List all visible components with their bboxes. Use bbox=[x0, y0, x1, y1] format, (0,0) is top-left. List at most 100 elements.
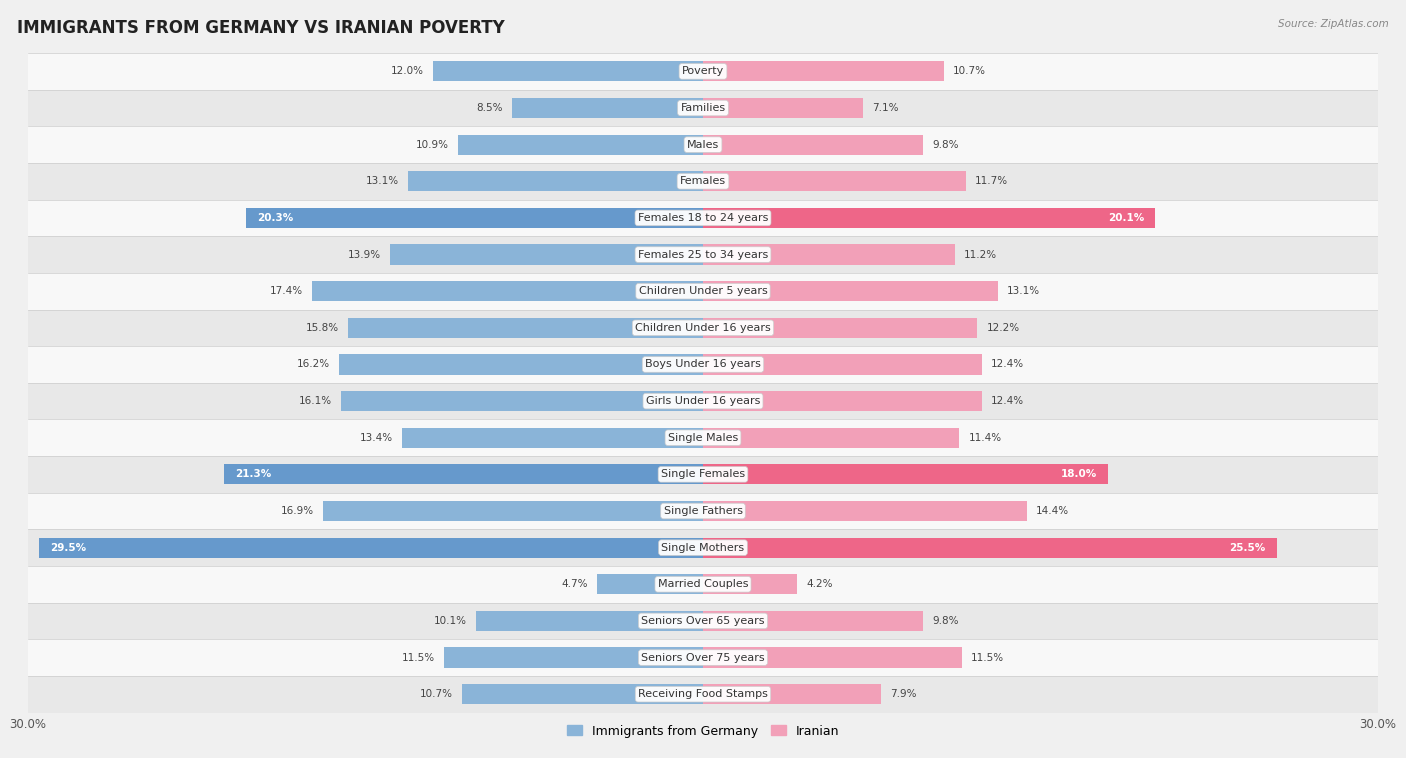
Bar bbox=[703, 611, 924, 631]
Text: 11.2%: 11.2% bbox=[965, 249, 997, 259]
Text: 8.5%: 8.5% bbox=[477, 103, 503, 113]
Bar bbox=[703, 61, 943, 81]
Bar bbox=[28, 419, 1378, 456]
Text: 7.1%: 7.1% bbox=[872, 103, 898, 113]
Text: Families: Families bbox=[681, 103, 725, 113]
Text: 9.8%: 9.8% bbox=[932, 616, 959, 626]
Text: Seniors Over 65 years: Seniors Over 65 years bbox=[641, 616, 765, 626]
Bar bbox=[28, 273, 1378, 309]
Text: 11.4%: 11.4% bbox=[969, 433, 1001, 443]
Text: 4.7%: 4.7% bbox=[562, 579, 588, 589]
Bar bbox=[224, 465, 703, 484]
Bar bbox=[703, 575, 797, 594]
Text: Females 25 to 34 years: Females 25 to 34 years bbox=[638, 249, 768, 259]
Text: 7.9%: 7.9% bbox=[890, 689, 917, 699]
Text: Single Males: Single Males bbox=[668, 433, 738, 443]
Text: 13.9%: 13.9% bbox=[349, 249, 381, 259]
Text: 11.5%: 11.5% bbox=[402, 653, 436, 662]
Text: 11.5%: 11.5% bbox=[970, 653, 1004, 662]
Text: 20.1%: 20.1% bbox=[1108, 213, 1144, 223]
Text: Seniors Over 75 years: Seniors Over 75 years bbox=[641, 653, 765, 662]
Bar bbox=[246, 208, 703, 228]
Text: 16.1%: 16.1% bbox=[298, 396, 332, 406]
Bar bbox=[28, 529, 1378, 566]
Bar bbox=[28, 639, 1378, 676]
Text: Source: ZipAtlas.com: Source: ZipAtlas.com bbox=[1278, 19, 1389, 29]
Bar bbox=[28, 676, 1378, 713]
Text: 10.9%: 10.9% bbox=[416, 139, 449, 149]
Text: Girls Under 16 years: Girls Under 16 years bbox=[645, 396, 761, 406]
Text: Poverty: Poverty bbox=[682, 67, 724, 77]
Bar bbox=[28, 199, 1378, 236]
Text: Receiving Food Stamps: Receiving Food Stamps bbox=[638, 689, 768, 699]
Bar bbox=[703, 537, 1277, 558]
Bar bbox=[463, 684, 703, 704]
Bar bbox=[703, 501, 1026, 521]
Bar bbox=[703, 318, 977, 338]
Text: 4.2%: 4.2% bbox=[807, 579, 832, 589]
Bar bbox=[408, 171, 703, 191]
Bar bbox=[512, 98, 703, 118]
Bar bbox=[28, 236, 1378, 273]
Bar bbox=[28, 383, 1378, 419]
Bar bbox=[28, 53, 1378, 89]
Text: Single Fathers: Single Fathers bbox=[664, 506, 742, 516]
Bar bbox=[402, 428, 703, 448]
Bar bbox=[703, 135, 924, 155]
Bar bbox=[28, 127, 1378, 163]
Bar bbox=[28, 456, 1378, 493]
Text: 17.4%: 17.4% bbox=[270, 287, 302, 296]
Bar bbox=[28, 346, 1378, 383]
Legend: Immigrants from Germany, Iranian: Immigrants from Germany, Iranian bbox=[562, 719, 844, 743]
Text: 18.0%: 18.0% bbox=[1060, 469, 1097, 479]
Text: 9.8%: 9.8% bbox=[932, 139, 959, 149]
Text: 16.9%: 16.9% bbox=[281, 506, 314, 516]
Text: 10.1%: 10.1% bbox=[434, 616, 467, 626]
Bar bbox=[598, 575, 703, 594]
Bar bbox=[458, 135, 703, 155]
Text: Married Couples: Married Couples bbox=[658, 579, 748, 589]
Bar bbox=[391, 245, 703, 265]
Text: 11.7%: 11.7% bbox=[976, 177, 1008, 186]
Text: 12.4%: 12.4% bbox=[991, 396, 1024, 406]
Text: 10.7%: 10.7% bbox=[420, 689, 453, 699]
Text: 21.3%: 21.3% bbox=[235, 469, 271, 479]
Bar bbox=[703, 684, 880, 704]
Bar bbox=[28, 89, 1378, 127]
Bar bbox=[703, 647, 962, 668]
Bar bbox=[703, 171, 966, 191]
Text: Single Females: Single Females bbox=[661, 469, 745, 479]
Bar bbox=[703, 208, 1156, 228]
Bar bbox=[39, 537, 703, 558]
Bar bbox=[703, 391, 981, 411]
Bar bbox=[475, 611, 703, 631]
Text: 13.1%: 13.1% bbox=[1007, 287, 1040, 296]
Bar bbox=[28, 163, 1378, 199]
Text: 13.4%: 13.4% bbox=[360, 433, 392, 443]
Text: Males: Males bbox=[688, 139, 718, 149]
Bar bbox=[28, 566, 1378, 603]
Text: IMMIGRANTS FROM GERMANY VS IRANIAN POVERTY: IMMIGRANTS FROM GERMANY VS IRANIAN POVER… bbox=[17, 19, 505, 37]
Text: 12.0%: 12.0% bbox=[391, 67, 425, 77]
Text: 29.5%: 29.5% bbox=[51, 543, 87, 553]
Bar bbox=[703, 245, 955, 265]
Text: Children Under 5 years: Children Under 5 years bbox=[638, 287, 768, 296]
Text: 14.4%: 14.4% bbox=[1036, 506, 1069, 516]
Bar bbox=[703, 465, 1108, 484]
Bar bbox=[433, 61, 703, 81]
Text: 12.4%: 12.4% bbox=[991, 359, 1024, 369]
Text: Single Mothers: Single Mothers bbox=[661, 543, 745, 553]
Bar bbox=[703, 428, 959, 448]
Bar bbox=[28, 603, 1378, 639]
Text: Females 18 to 24 years: Females 18 to 24 years bbox=[638, 213, 768, 223]
Bar bbox=[28, 309, 1378, 346]
Text: Females: Females bbox=[681, 177, 725, 186]
Bar bbox=[444, 647, 703, 668]
Bar bbox=[703, 355, 981, 374]
Text: 10.7%: 10.7% bbox=[953, 67, 986, 77]
Text: 16.2%: 16.2% bbox=[297, 359, 329, 369]
Bar bbox=[28, 493, 1378, 529]
Bar bbox=[339, 355, 703, 374]
Text: 25.5%: 25.5% bbox=[1229, 543, 1265, 553]
Text: 15.8%: 15.8% bbox=[305, 323, 339, 333]
